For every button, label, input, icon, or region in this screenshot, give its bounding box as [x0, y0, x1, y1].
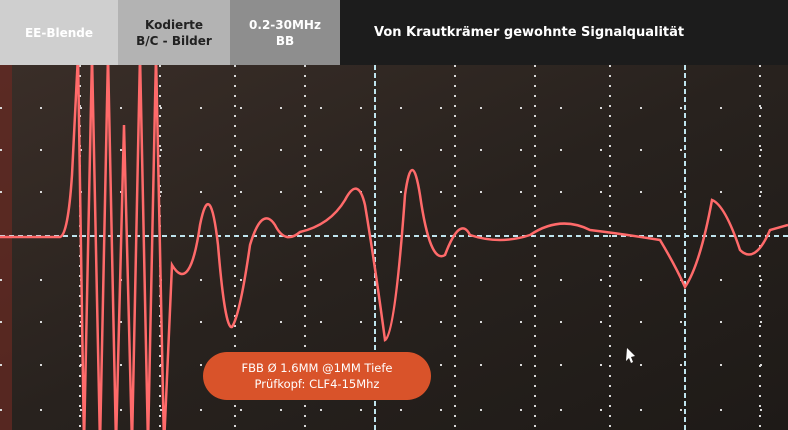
- tab-label: 0.2-30MHz: [249, 17, 321, 33]
- tab[interactable]: 0.2-30MHz BB: [230, 0, 340, 65]
- tab-label: Kodierte: [145, 17, 203, 33]
- screen-edge: [0, 65, 12, 430]
- tab[interactable]: EE-Blende: [0, 0, 118, 65]
- caption-line: FBB Ø 1.6MM @1MM Tiefe: [242, 360, 393, 376]
- heading: Von Krautkrämer gewohnte Signalqualität: [374, 0, 684, 65]
- tab-label: EE-Blende: [25, 25, 93, 41]
- page: EE-Blende Kodierte B/C - Bilder 0.2-30MH…: [0, 0, 788, 430]
- tab-label: BB: [276, 33, 294, 49]
- top-bar: EE-Blende Kodierte B/C - Bilder 0.2-30MH…: [0, 0, 788, 65]
- tab-label: B/C - Bilder: [136, 33, 212, 49]
- tab[interactable]: Kodierte B/C - Bilder: [118, 0, 230, 65]
- caption-line: Prüfkopf: CLF4-15Mhz: [255, 376, 380, 392]
- caption: FBB Ø 1.6MM @1MM Tiefe Prüfkopf: CLF4-15…: [203, 352, 431, 400]
